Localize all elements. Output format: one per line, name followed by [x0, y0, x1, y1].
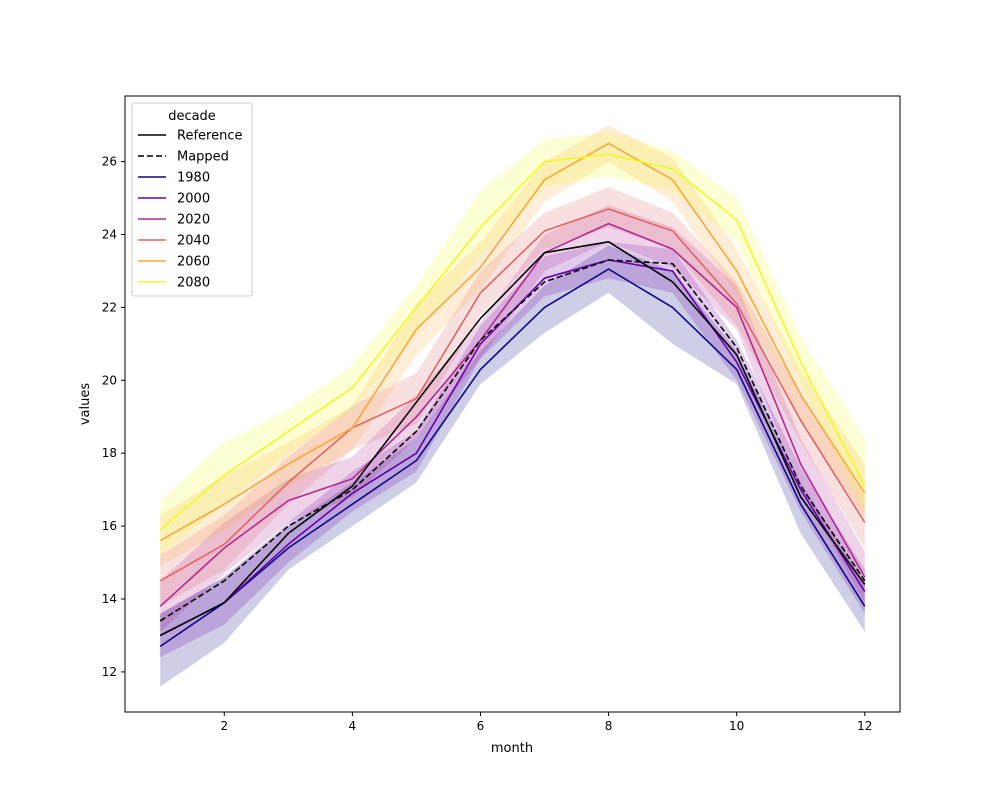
- y-tick-label: 20: [102, 373, 117, 387]
- series-lines: [159, 142, 866, 648]
- x-axis-ticks: 2 4 6 8 10 12: [220, 712, 872, 733]
- series-line-2080: [159, 153, 866, 531]
- band-2080: [160, 132, 865, 556]
- x-tick-label: 6: [477, 719, 485, 733]
- series-line-mapped: [159, 259, 866, 622]
- band-1980: [160, 245, 865, 687]
- series-line-2060: [159, 142, 866, 542]
- x-tick-label: 8: [605, 719, 613, 733]
- band-2040: [160, 187, 865, 607]
- legend: decade Reference Mapped 1980 2000 2020 2040 20…: [131, 102, 253, 297]
- legend-label-2040: 2040: [177, 234, 210, 249]
- legend-label-1980: 1980: [177, 171, 210, 186]
- x-tick-label: 12: [857, 719, 872, 733]
- legend-label-2000: 2000: [177, 192, 210, 207]
- legend-box: [131, 102, 253, 297]
- series-line-2040: [159, 208, 866, 582]
- series-line-2020: [159, 222, 866, 607]
- x-tick-label: 4: [349, 719, 357, 733]
- x-axis-label: month: [491, 741, 533, 756]
- x-tick-label: 2: [220, 719, 228, 733]
- y-axis-ticks: 12 14 16 18 20 22 24 26: [102, 155, 125, 679]
- y-tick-label: 24: [102, 228, 117, 242]
- series-line-2000: [159, 259, 866, 637]
- y-tick-label: 14: [102, 592, 117, 606]
- band-2020: [160, 205, 865, 632]
- legend-title: decade: [168, 109, 216, 124]
- y-tick-label: 22: [102, 300, 117, 314]
- band-2060: [160, 125, 865, 567]
- legend-label-2080: 2080: [177, 276, 210, 291]
- legend-label-mapped: Mapped: [177, 150, 229, 165]
- y-tick-label: 12: [102, 665, 117, 679]
- series-line-1980: [159, 268, 866, 648]
- y-axis-label: values: [78, 383, 93, 426]
- band-2000: [160, 241, 865, 658]
- series-line-reference: [159, 241, 866, 637]
- legend-items: Reference Mapped 1980 2000 2020 2040 2060 2080: [138, 129, 242, 291]
- plot-frame: [124, 95, 901, 713]
- y-tick-label: 18: [102, 446, 117, 460]
- legend-label-2020: 2020: [177, 213, 210, 228]
- x-tick-label: 10: [729, 719, 744, 733]
- legend-label-2060: 2060: [177, 255, 210, 270]
- legend-label-reference: Reference: [177, 129, 242, 144]
- y-tick-label: 26: [102, 155, 117, 169]
- y-tick-label: 16: [102, 519, 117, 533]
- confidence-bands: [160, 125, 865, 687]
